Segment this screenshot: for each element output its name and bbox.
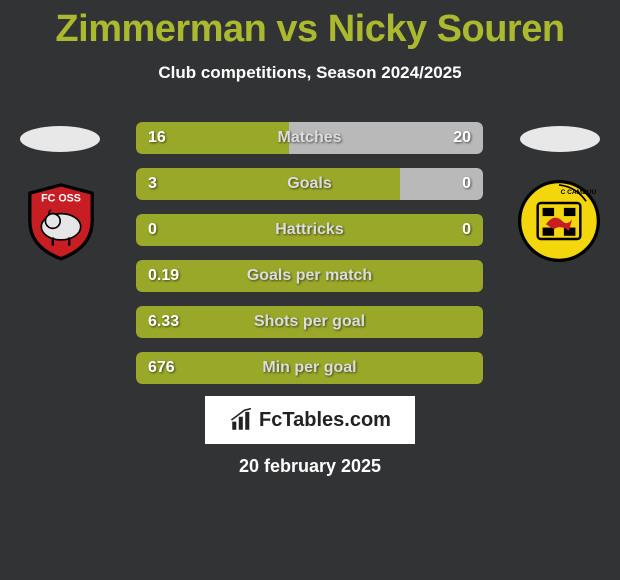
page-title: Zimmerman vs Nicky Souren [0,0,620,51]
stat-row: Shots per goal6.33 [136,306,483,338]
chart-icon [229,407,255,433]
stat-row: Hattricks0 0 [136,214,483,246]
stat-value-right: 0 [462,168,471,200]
stat-value-right: 0 [462,214,471,246]
team-logo-left: FC OSS [20,180,102,262]
player-photo-right [520,126,600,152]
stat-value-left: 0 [148,214,157,246]
stat-row: Goals per match0.19 [136,260,483,292]
stat-value-left: 676 [148,352,175,384]
stat-row: Goals3 0 [136,168,483,200]
stat-label: Hattricks [136,214,483,246]
stat-value-left: 16 [148,122,166,154]
player-photo-left [20,126,100,152]
stat-row: Matches16 20 [136,122,483,154]
stat-value-left: 0.19 [148,260,179,292]
stat-label: Goals per match [136,260,483,292]
subtitle: Club competitions, Season 2024/2025 [0,63,620,83]
team-logo-right: C CAMBUU [518,180,600,262]
stats-container: Matches1620Goals30Hattricks00Goals per m… [136,122,483,398]
stat-value-right: 20 [453,122,471,154]
footer-date: 20 february 2025 [0,456,620,477]
svg-text:C CAMBUU: C CAMBUU [561,189,597,196]
stat-row: Min per goal676 [136,352,483,384]
footer-logo: FcTables.com [205,396,415,444]
footer-site-text: FcTables.com [259,409,391,432]
stat-label: Shots per goal [136,306,483,338]
stat-label: Goals [136,168,483,200]
svg-text:FC OSS: FC OSS [41,192,81,204]
stat-label: Matches [136,122,483,154]
stat-label: Min per goal [136,352,483,384]
stat-value-left: 6.33 [148,306,179,338]
stat-value-left: 3 [148,168,157,200]
